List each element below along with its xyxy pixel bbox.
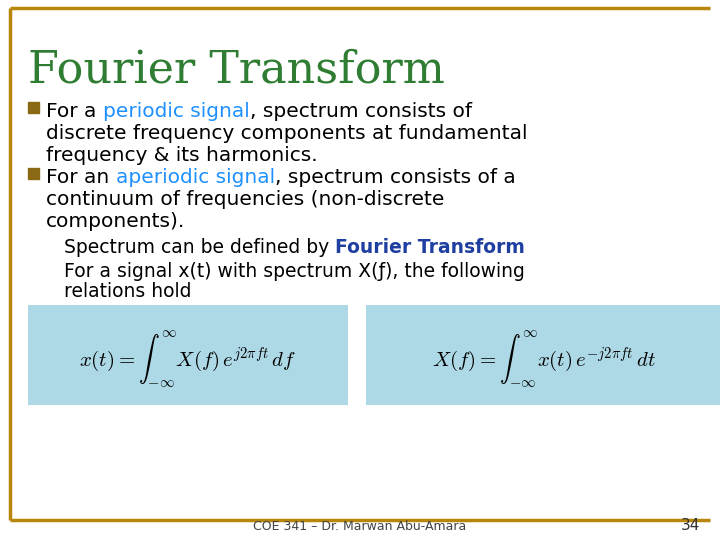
Bar [28, 168, 39, 179]
Text: For a: For a [46, 102, 103, 121]
Text: , spectrum consists of: , spectrum consists of [250, 102, 472, 121]
Text: aperiodic signal: aperiodic signal [116, 168, 275, 187]
Bar [50, 264, 58, 272]
Text: discrete frequency components at fundamental: discrete frequency components at fundame… [46, 124, 528, 143]
Text: Fourier Transform: Fourier Transform [336, 238, 525, 257]
Text: periodic signal: periodic signal [103, 102, 250, 121]
Text: continuum of frequencies (non-discrete: continuum of frequencies (non-discrete [46, 190, 444, 209]
Text: relations hold: relations hold [64, 282, 192, 301]
Text: , spectrum consists of a: , spectrum consists of a [275, 168, 516, 187]
Text: 34: 34 [680, 518, 700, 533]
Bar [28, 102, 39, 113]
FancyBboxPatch shape [366, 305, 720, 405]
FancyBboxPatch shape [28, 305, 348, 405]
Text: Spectrum can be defined by: Spectrum can be defined by [64, 238, 336, 257]
Text: components).: components). [46, 212, 185, 231]
Text: $x(t) = \int_{-\infty}^{\infty} X(f)\, e^{j2\pi ft}\, df$: $x(t) = \int_{-\infty}^{\infty} X(f)\, e… [79, 329, 297, 391]
Bar [50, 240, 58, 248]
Text: Fourier Transform: Fourier Transform [28, 48, 445, 91]
Text: COE 341 – Dr. Marwan Abu-Amara: COE 341 – Dr. Marwan Abu-Amara [253, 520, 467, 533]
Text: $X(f) = \int_{-\infty}^{\infty} x(t)\, e^{-j2\pi ft}\, dt$: $X(f) = \int_{-\infty}^{\infty} x(t)\, e… [431, 329, 655, 391]
Text: For an: For an [46, 168, 116, 187]
Text: frequency & its harmonics.: frequency & its harmonics. [46, 146, 318, 165]
Text: For a signal x(t) with spectrum X(ƒ), the following: For a signal x(t) with spectrum X(ƒ), th… [64, 262, 525, 281]
